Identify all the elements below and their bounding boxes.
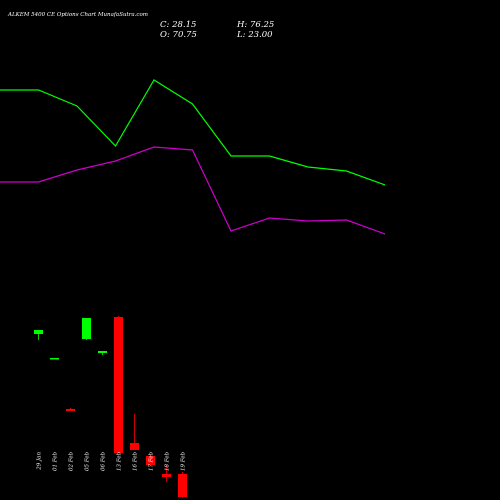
x-tick-label: 13 Feb bbox=[117, 452, 123, 472]
candle-body bbox=[50, 358, 59, 360]
candle-body bbox=[178, 474, 187, 497]
x-tick-label: 16 Feb bbox=[133, 452, 139, 472]
x-tick-label: 02 Feb bbox=[69, 452, 75, 472]
candle-body bbox=[130, 443, 139, 450]
x-tick-label: 19 Feb bbox=[181, 452, 187, 472]
candle-body bbox=[82, 318, 91, 339]
x-axis-ticks: 29 Jan 01 Feb 02 Feb 05 Feb 06 Feb 13 Feb 16 F… bbox=[37, 452, 187, 472]
candles bbox=[34, 316, 187, 498]
candle-body bbox=[66, 409, 75, 411]
low-value: L: 23.00 bbox=[236, 30, 273, 40]
candle-body bbox=[146, 456, 155, 465]
candle-body bbox=[34, 330, 43, 334]
indicator-lines bbox=[0, 79, 386, 235]
close-value: C: 28.15 bbox=[160, 20, 196, 30]
candle-body bbox=[162, 474, 171, 477]
chart-title: ALKEM 5400 CE Options Chart MunafaSutra.… bbox=[7, 12, 148, 18]
open-value: O: 70.75 bbox=[160, 30, 197, 40]
x-tick-label: 06 Feb bbox=[101, 452, 107, 472]
high-value: H: 76.25 bbox=[236, 20, 274, 30]
candle-body bbox=[114, 317, 123, 453]
indicator-line-1 bbox=[0, 79, 386, 186]
indicator-line-2 bbox=[0, 146, 386, 235]
candle-body bbox=[98, 351, 107, 353]
x-tick-label: 01 Feb bbox=[53, 452, 59, 472]
x-tick-label: 17 Feb bbox=[149, 452, 155, 472]
x-tick-label: 29 Jan bbox=[37, 452, 43, 471]
x-tick-label: 05 Feb bbox=[85, 452, 91, 472]
x-tick-label: 18 Feb bbox=[165, 452, 171, 472]
